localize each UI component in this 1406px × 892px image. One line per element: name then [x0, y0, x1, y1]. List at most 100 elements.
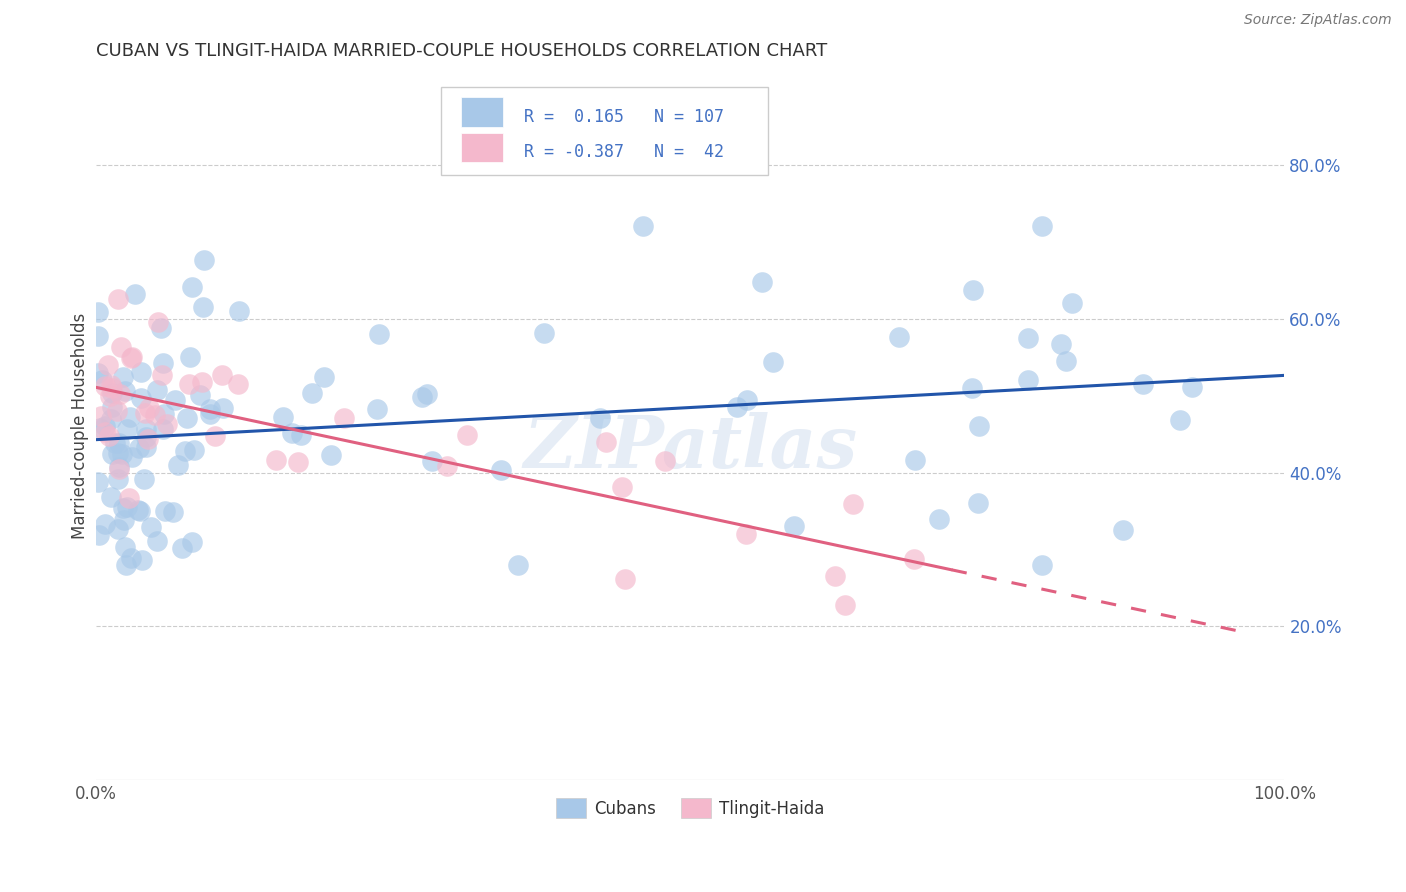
- Point: [101, 400, 124, 414]
- Point: [117, 491, 139, 506]
- Point: [1181, 380, 1204, 394]
- Point: [200, 407, 222, 421]
- Point: [181, 279, 204, 293]
- Point: [533, 326, 555, 340]
- Point: [121, 350, 143, 364]
- Point: [332, 411, 354, 425]
- Point: [94, 516, 117, 531]
- Point: [193, 300, 215, 314]
- Point: [152, 356, 174, 370]
- Point: [87, 305, 110, 319]
- Point: [735, 393, 758, 408]
- Point: [98, 429, 121, 443]
- Point: [129, 365, 152, 379]
- Point: [134, 405, 156, 419]
- Text: R =  0.165   N = 107: R = 0.165 N = 107: [524, 108, 724, 126]
- Point: [1168, 413, 1191, 427]
- Legend: Cubans, Tlingit-Haida: Cubans, Tlingit-Haida: [550, 791, 831, 825]
- Point: [94, 379, 117, 393]
- Point: [115, 422, 138, 436]
- Point: [1031, 219, 1053, 234]
- Point: [110, 341, 132, 355]
- Point: [1049, 336, 1071, 351]
- Point: [1017, 331, 1039, 345]
- Point: [903, 552, 925, 566]
- Point: [211, 368, 233, 382]
- Point: [111, 447, 134, 461]
- Point: [107, 522, 129, 536]
- Point: [100, 490, 122, 504]
- Point: [120, 351, 142, 366]
- Point: [613, 572, 636, 586]
- Point: [100, 412, 122, 426]
- Point: [108, 460, 131, 475]
- Point: [183, 442, 205, 457]
- Point: [153, 407, 176, 421]
- Point: [824, 568, 846, 582]
- Point: [735, 526, 758, 541]
- Point: [112, 500, 135, 515]
- Point: [139, 519, 162, 533]
- Point: [87, 366, 110, 380]
- Point: [90, 409, 112, 423]
- Point: [290, 428, 312, 442]
- Point: [86, 475, 108, 490]
- Point: [595, 435, 617, 450]
- Point: [191, 375, 214, 389]
- Point: [489, 463, 512, 477]
- Point: [228, 304, 250, 318]
- Point: [368, 327, 391, 342]
- Point: [108, 436, 131, 450]
- Point: [114, 384, 136, 399]
- Point: [115, 500, 138, 514]
- Point: [198, 402, 221, 417]
- Point: [193, 252, 215, 267]
- Point: [271, 410, 294, 425]
- Point: [155, 417, 177, 431]
- Point: [967, 496, 990, 510]
- Point: [725, 400, 748, 414]
- Point: [420, 454, 443, 468]
- Point: [321, 448, 343, 462]
- Point: [176, 411, 198, 425]
- Point: [589, 411, 612, 425]
- Point: [135, 422, 157, 436]
- Point: [152, 422, 174, 436]
- Point: [124, 287, 146, 301]
- Point: [107, 446, 129, 460]
- Point: [181, 535, 204, 549]
- Point: [366, 401, 388, 416]
- Text: Source: ZipAtlas.com: Source: ZipAtlas.com: [1244, 13, 1392, 28]
- Point: [91, 373, 114, 387]
- Point: [120, 551, 142, 566]
- Point: [280, 425, 302, 440]
- Point: [889, 330, 911, 344]
- Point: [89, 527, 111, 541]
- Y-axis label: Married-couple Households: Married-couple Households: [72, 313, 89, 540]
- Point: [1054, 353, 1077, 368]
- Point: [150, 321, 173, 335]
- Point: [108, 386, 131, 401]
- Point: [129, 504, 152, 518]
- Point: [287, 455, 309, 469]
- Text: CUBAN VS TLINGIT-HAIDA MARRIED-COUPLE HOUSEHOLDS CORRELATION CHART: CUBAN VS TLINGIT-HAIDA MARRIED-COUPLE HO…: [96, 42, 828, 60]
- Point: [162, 504, 184, 518]
- Point: [960, 381, 983, 395]
- Point: [842, 497, 865, 511]
- Point: [904, 452, 927, 467]
- Point: [118, 410, 141, 425]
- Point: [98, 389, 121, 403]
- Point: [962, 284, 984, 298]
- Point: [131, 553, 153, 567]
- Point: [101, 381, 124, 395]
- Point: [138, 432, 160, 446]
- Point: [1060, 296, 1083, 310]
- Point: [1031, 558, 1053, 572]
- Point: [167, 458, 190, 472]
- Point: [150, 368, 173, 382]
- Text: ZIPatlas: ZIPatlas: [523, 412, 858, 483]
- FancyBboxPatch shape: [461, 97, 502, 127]
- Point: [129, 391, 152, 405]
- Point: [174, 444, 197, 458]
- Point: [834, 598, 856, 612]
